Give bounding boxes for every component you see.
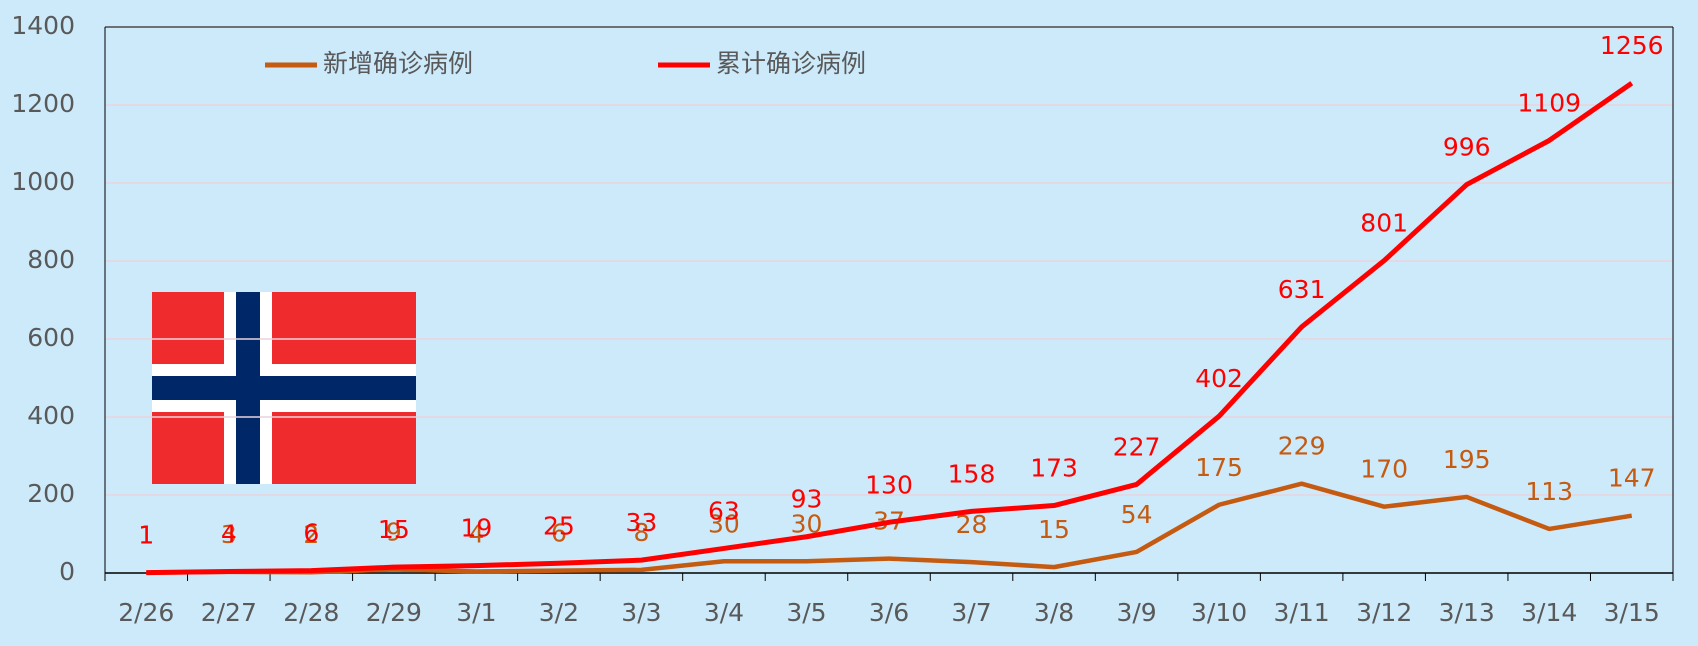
y-tick-label: 600	[27, 323, 75, 352]
y-tick-label: 1400	[11, 11, 75, 40]
line-series	[146, 81, 1634, 576]
data-label: 19	[460, 514, 492, 543]
y-tick-label: 0	[59, 557, 75, 586]
data-label: 170	[1360, 455, 1408, 484]
x-tick-label: 3/3	[621, 598, 661, 627]
x-tick-label: 3/4	[704, 598, 744, 627]
data-label: 15	[378, 515, 410, 544]
data-label: 4	[468, 519, 484, 548]
data-label: 4	[221, 519, 237, 548]
x-tick-label: 3/7	[951, 598, 991, 627]
data-label: 1	[138, 521, 154, 550]
data-label: 229	[1278, 432, 1326, 461]
data-label: 1109	[1517, 88, 1581, 117]
data-label: 227	[1113, 432, 1161, 461]
data-label: 113	[1525, 477, 1573, 506]
data-label: 3	[221, 520, 237, 549]
x-tick-label: 3/12	[1356, 598, 1412, 627]
data-label: 54	[1121, 500, 1153, 529]
x-tick-label: 3/10	[1191, 598, 1247, 627]
data-label: 158	[948, 459, 996, 488]
legend-label: 新增确诊病例	[323, 49, 473, 78]
y-tick-label: 400	[27, 401, 75, 430]
y-tick-label: 1200	[11, 89, 75, 118]
x-tick-label: 3/1	[456, 598, 496, 627]
x-tick-label: 3/15	[1604, 598, 1660, 627]
legend-label: 累计确诊病例	[716, 49, 866, 78]
data-label: 130	[865, 470, 913, 499]
data-label: 6	[303, 519, 319, 548]
flag	[152, 292, 416, 484]
x-tick-label: 3/9	[1116, 598, 1156, 627]
y-tick-label: 800	[27, 245, 75, 274]
data-label: 801	[1360, 209, 1408, 238]
x-tick-label: 3/2	[539, 598, 579, 627]
data-label: 173	[1030, 454, 1078, 483]
data-label: 996	[1443, 133, 1491, 162]
data-label: 6	[551, 519, 567, 548]
data-label: 33	[626, 508, 658, 537]
x-tick-label: 3/8	[1034, 598, 1074, 627]
y-tick-label: 200	[27, 479, 75, 508]
x-tick-label: 2/26	[118, 598, 174, 627]
data-label: 1256	[1600, 31, 1664, 60]
data-label: 2	[303, 520, 319, 549]
data-label: 93	[791, 485, 823, 514]
data-label: 30	[708, 509, 740, 538]
data-label: 147	[1608, 464, 1656, 493]
x-tick-label: 2/29	[366, 598, 422, 627]
data-label: 195	[1443, 445, 1491, 474]
y-tick-label: 1000	[11, 167, 75, 196]
data-label: 8	[633, 518, 649, 547]
data-label: 63	[708, 496, 740, 525]
data-label: 25	[543, 511, 575, 540]
data-label: 631	[1278, 275, 1326, 304]
x-tick-label: 3/14	[1521, 598, 1577, 627]
x-tick-label: 2/28	[283, 598, 339, 627]
data-label: 15	[1038, 515, 1070, 544]
data-label: 402	[1195, 364, 1243, 393]
x-tick-label: 3/5	[786, 598, 826, 627]
x-tick-label: 3/13	[1439, 598, 1495, 627]
data-label: 1	[138, 521, 154, 550]
x-tick-label: 3/6	[869, 598, 909, 627]
data-label: 175	[1195, 453, 1243, 482]
data-label: 9	[386, 517, 402, 546]
x-tick-label: 3/11	[1274, 598, 1330, 627]
x-tick-label: 2/27	[201, 598, 257, 627]
